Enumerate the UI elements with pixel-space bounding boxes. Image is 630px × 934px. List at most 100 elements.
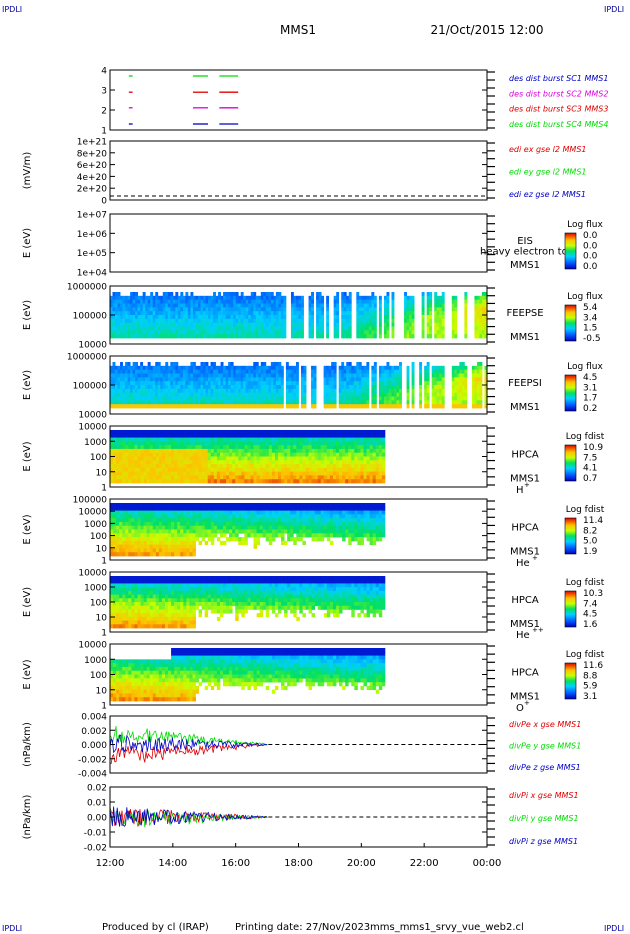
heat-cell: [271, 441, 276, 446]
heat-cell: [171, 529, 175, 534]
heat-cell: [474, 381, 478, 386]
heat-cell: [259, 525, 264, 530]
heat-cell: [189, 452, 193, 457]
heat-cell: [421, 330, 425, 335]
heat-cell: [348, 299, 352, 304]
heat-cell: [277, 437, 282, 442]
heat-cell: [248, 318, 252, 324]
heat-cell: [240, 299, 244, 304]
heat-cell: [287, 525, 291, 530]
heat-cell: [318, 307, 322, 312]
heat-cell: [235, 295, 239, 301]
heat-cell: [356, 388, 360, 394]
heat-cell: [479, 404, 483, 409]
heat-cell: [290, 525, 294, 530]
heat-cell: [287, 503, 291, 508]
heat-cell: [318, 295, 322, 301]
heat-cell: [358, 404, 362, 409]
heat-cell: [226, 452, 230, 457]
heat-cell: [175, 292, 179, 297]
heat-cell: [140, 303, 144, 308]
heat-cell: [187, 326, 191, 331]
heat-cell: [419, 400, 423, 405]
heat-cell: [189, 525, 193, 530]
heat-cell: [278, 318, 282, 324]
heat-cell: [372, 467, 377, 473]
heat-cell: [125, 388, 128, 394]
heat-cell: [207, 437, 212, 442]
heat-cell: [235, 437, 239, 442]
heat-cell: [183, 521, 187, 527]
heat-cell: [247, 445, 251, 450]
heat-cell: [436, 299, 440, 304]
heat-cell: [174, 445, 178, 450]
heat-cell: [213, 529, 218, 534]
heat-cell: [119, 467, 123, 473]
heat-cell: [328, 404, 332, 409]
heat-cell: [258, 315, 262, 320]
heat-cell: [357, 479, 361, 484]
heat-cell: [290, 299, 294, 304]
heat-cell: [255, 299, 259, 304]
heat-cell: [278, 392, 282, 397]
heat-cell: [464, 303, 468, 308]
heat-cell: [268, 533, 273, 538]
heat-cell: [233, 388, 237, 394]
heat-cell: [177, 311, 181, 316]
heat-cell: [484, 322, 488, 327]
heat-cell: [348, 326, 352, 331]
heat-cell: [130, 299, 134, 304]
heat-cell: [158, 475, 163, 480]
heat-cell: [373, 326, 377, 331]
heat-cell: [134, 521, 138, 527]
heat-cell: [143, 503, 148, 508]
heat-cell: [128, 537, 132, 542]
heat-cell: [311, 303, 314, 308]
heat-cell: [110, 460, 114, 465]
heat-cell: [293, 396, 297, 401]
heat-cell: [275, 369, 279, 374]
heat-cell: [158, 529, 163, 534]
heat-cell: [113, 452, 117, 457]
heat-cell: [192, 441, 196, 446]
heat-cell: [323, 404, 327, 409]
heat-cell: [134, 437, 138, 442]
heat-cell: [346, 311, 350, 316]
heat-cell: [229, 441, 233, 446]
heat-cell: [229, 475, 233, 480]
heat-cell: [366, 464, 371, 469]
heat-cell: [301, 381, 304, 386]
heat-cell: [122, 430, 126, 435]
heat-cell: [341, 404, 345, 409]
heat-cell: [210, 392, 214, 397]
heat-cell: [263, 392, 267, 397]
heat-cell: [351, 448, 355, 454]
heat-cell: [356, 292, 360, 297]
heat-cell: [329, 475, 334, 480]
heat-cell: [119, 533, 123, 538]
heat-cell: [160, 303, 164, 308]
heat-cell: [284, 503, 288, 508]
heat-cell: [125, 518, 129, 523]
heat-cell: [253, 464, 258, 469]
heat-cell: [265, 330, 269, 335]
heat-cell: [250, 433, 254, 438]
heat-cell: [250, 365, 254, 371]
heat-cell: [161, 445, 166, 450]
heat-cell: [391, 334, 395, 339]
heat-cell: [296, 437, 300, 442]
heat-cell: [317, 433, 322, 438]
heat-cell: [245, 299, 249, 304]
heat-cell: [238, 510, 242, 515]
heat-cell: [479, 315, 483, 320]
heat-cell: [238, 540, 242, 546]
heat-cell: [175, 388, 179, 394]
heat-cell: [225, 400, 229, 405]
heat-cell: [268, 464, 273, 469]
heat-cell: [333, 381, 337, 386]
heat-cell: [198, 460, 203, 465]
heat-cell: [373, 404, 377, 409]
heat-cell: [255, 369, 259, 374]
heat-cell: [378, 315, 382, 320]
